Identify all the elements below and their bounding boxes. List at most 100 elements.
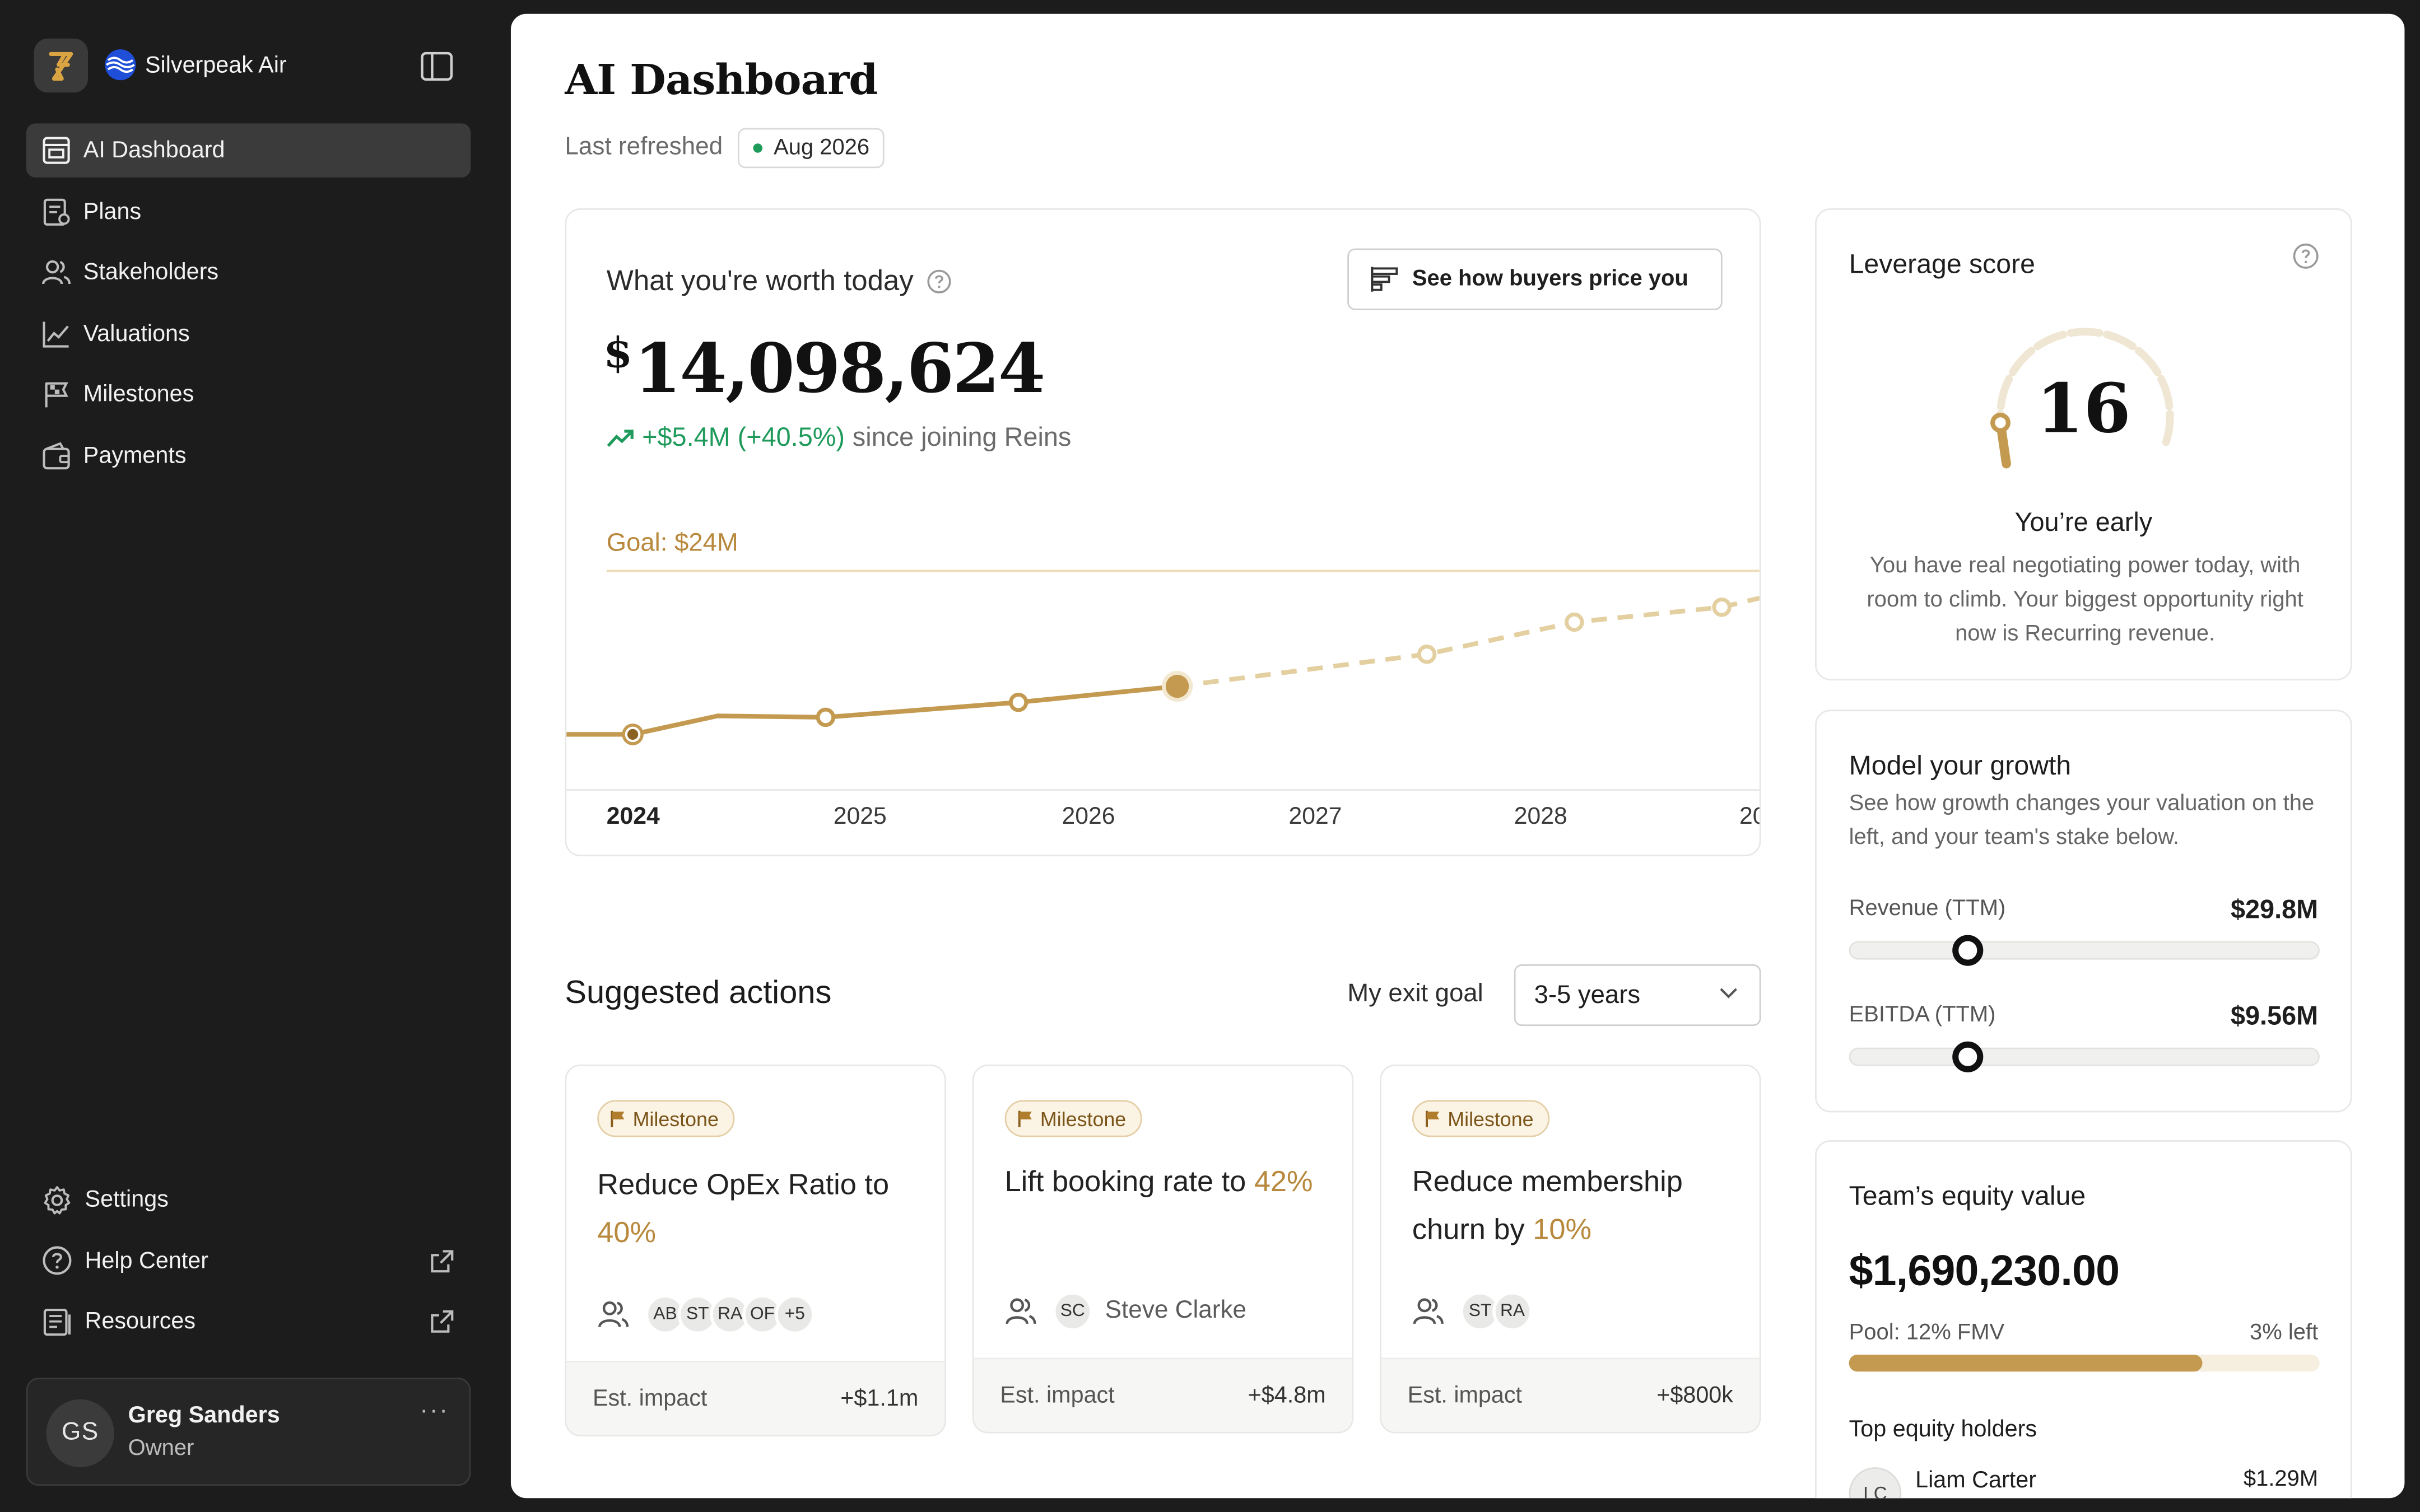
action-title-text: Reduce membership churn by bbox=[1412, 1166, 1683, 1247]
exit-goal-label: My exit goal bbox=[1347, 979, 1483, 1008]
see-buyers-price-button[interactable]: See how buyers price you bbox=[1347, 248, 1723, 310]
question-icon[interactable] bbox=[2292, 242, 2320, 278]
ebitda-slider-value: $9.56M bbox=[2230, 1001, 2319, 1031]
nav-item-ai-dashboard[interactable]: AI Dashboard bbox=[26, 123, 471, 178]
growth-title: Model your growth bbox=[1849, 749, 2072, 781]
nav-item-stakeholders[interactable]: Stakeholders bbox=[26, 245, 471, 299]
pool-label: Pool: 12% FMV bbox=[1849, 1320, 2005, 1346]
owner-chip: SC bbox=[1052, 1291, 1093, 1332]
gauge-segment bbox=[2102, 330, 2137, 351]
action-card[interactable]: Milestone Reduce OpEx Ratio to 40% AB ST R… bbox=[565, 1065, 946, 1436]
gauge-segment bbox=[2157, 375, 2174, 410]
stakeholders-icon bbox=[598, 1301, 629, 1327]
x-tick-label: 2027 bbox=[1288, 804, 1342, 830]
revenue-slider[interactable] bbox=[1849, 935, 2320, 966]
flag-icon bbox=[1426, 1110, 1440, 1127]
nav-item-plans[interactable]: Plans bbox=[26, 184, 471, 238]
x-tick-label: 2028 bbox=[1514, 804, 1567, 830]
impact-value: +$800k bbox=[1656, 1382, 1733, 1409]
projected-point bbox=[1712, 598, 1732, 617]
currency-symbol: $ bbox=[603, 330, 632, 378]
current-point bbox=[1165, 674, 1189, 698]
see-buyers-price-label: See how buyers price you bbox=[1412, 267, 1688, 292]
action-target: 40% bbox=[597, 1217, 657, 1250]
x-tick-label: 2025 bbox=[833, 804, 887, 830]
user-profile-card[interactable]: GS Greg Sanders Owner ··· bbox=[26, 1378, 471, 1486]
owner-name: Steve Clarke bbox=[1105, 1298, 1247, 1324]
exit-goal-select[interactable]: 3-5 years bbox=[1514, 964, 1761, 1026]
series-line-actual bbox=[566, 684, 1178, 737]
nav-item-payments[interactable]: Payments bbox=[26, 428, 471, 482]
ebitda-slider[interactable] bbox=[1849, 1041, 2320, 1072]
revenue-slider-handle[interactable] bbox=[1952, 935, 1983, 966]
projected-point bbox=[1417, 645, 1437, 664]
flag-icon bbox=[611, 1110, 625, 1127]
stakeholders-icon bbox=[1006, 1298, 1036, 1324]
gauge-indicator bbox=[1990, 412, 2011, 433]
question-icon[interactable] bbox=[926, 268, 952, 294]
action-card[interactable]: Milestone Lift booking rate to 42% SC St… bbox=[972, 1065, 1354, 1434]
owner-chip: +5 bbox=[775, 1294, 815, 1335]
growth-description: See how growth changes your valuation on… bbox=[1849, 791, 2315, 851]
worth-title-text: What you're worth today bbox=[606, 264, 914, 296]
data-point bbox=[1008, 692, 1028, 712]
help-icon bbox=[43, 1246, 72, 1275]
action-target: 42% bbox=[1254, 1166, 1313, 1199]
exit-goal-value: 3-5 years bbox=[1534, 980, 1641, 1009]
nav-item-milestones[interactable]: Milestones bbox=[26, 367, 471, 421]
valuations-icon bbox=[43, 321, 69, 347]
action-owners: ST RA bbox=[1412, 1291, 1533, 1332]
nav-item-help-center[interactable]: Help Center bbox=[26, 1234, 471, 1287]
nav-label: Milestones bbox=[83, 381, 194, 408]
logo-mark-icon bbox=[48, 51, 72, 80]
owner-chip: OF bbox=[742, 1294, 783, 1335]
sidebar-toggle-button[interactable] bbox=[420, 51, 454, 82]
data-point bbox=[816, 707, 836, 727]
top-holders-title: Top equity holders bbox=[1849, 1416, 2037, 1443]
impact-label: Est. impact bbox=[1000, 1382, 1115, 1409]
worth-change-amount: +$5.4M (+40.5%) bbox=[642, 422, 845, 452]
nav-item-resources[interactable]: Resources bbox=[26, 1295, 471, 1348]
impact-footer: Est. impact +$4.8m bbox=[974, 1357, 1352, 1432]
action-owners: SC Steve Clarke bbox=[1005, 1291, 1246, 1332]
owner-chip: RA bbox=[1492, 1291, 1533, 1332]
impact-label: Est. impact bbox=[1407, 1382, 1523, 1409]
pricing-icon bbox=[1371, 267, 1398, 292]
milestone-badge-label: Milestone bbox=[1040, 1107, 1127, 1131]
suggested-actions-title: Suggested actions bbox=[565, 975, 832, 1011]
external-link-icon bbox=[431, 1249, 454, 1272]
org-switcher[interactable]: Silverpeak Air bbox=[104, 48, 287, 82]
nav-item-valuations[interactable]: Valuations bbox=[26, 306, 471, 360]
nav-label: Plans bbox=[83, 198, 142, 225]
ebitda-slider-handle[interactable] bbox=[1952, 1041, 1983, 1072]
gauge-segment bbox=[2134, 347, 2162, 376]
worth-title: What you're worth today bbox=[607, 264, 952, 298]
nav-label: Stakeholders bbox=[83, 259, 219, 286]
impact-label: Est. impact bbox=[592, 1385, 708, 1412]
worth-value: $14,098,624 bbox=[603, 330, 1045, 409]
refresh-date-badge: Aug 2026 bbox=[738, 128, 885, 169]
ebitda-slider-label: EBITDA (TTM) bbox=[1849, 1002, 1996, 1028]
leverage-gauge bbox=[1990, 328, 2174, 469]
worth-change-suffix: since joining Reins bbox=[852, 422, 1072, 452]
gauge-segment bbox=[2067, 328, 2103, 337]
org-logo-icon bbox=[105, 49, 136, 81]
nav-label: Payments bbox=[83, 442, 187, 469]
milestone-badge: Milestone bbox=[1004, 1100, 1142, 1137]
action-owners: AB ST RA OF +5 bbox=[597, 1294, 815, 1335]
holder-name[interactable]: Liam Carter bbox=[1915, 1467, 2036, 1494]
nav-label: Settings bbox=[85, 1186, 169, 1213]
nav-item-settings[interactable]: Settings bbox=[26, 1173, 471, 1226]
main-content: AI Dashboard Last refreshed Aug 2026 Wha… bbox=[510, 13, 2405, 1499]
action-title: Reduce OpEx Ratio to 40% bbox=[597, 1162, 929, 1258]
action-title: Reduce membership churn by 10% bbox=[1412, 1159, 1744, 1254]
more-options-icon[interactable]: ··· bbox=[420, 1398, 449, 1424]
action-card[interactable]: Milestone Reduce membership churn by 10%… bbox=[1380, 1065, 1761, 1434]
app-logo[interactable] bbox=[34, 38, 89, 93]
leverage-status: You’re early bbox=[2014, 507, 2153, 537]
flag-icon bbox=[1018, 1110, 1032, 1127]
revenue-slider-value: $29.8M bbox=[2230, 894, 2319, 925]
gauge-segment bbox=[1997, 375, 2013, 410]
leverage-score: 16 bbox=[2036, 370, 2131, 449]
x-tick-label: 20 bbox=[1739, 804, 1760, 830]
